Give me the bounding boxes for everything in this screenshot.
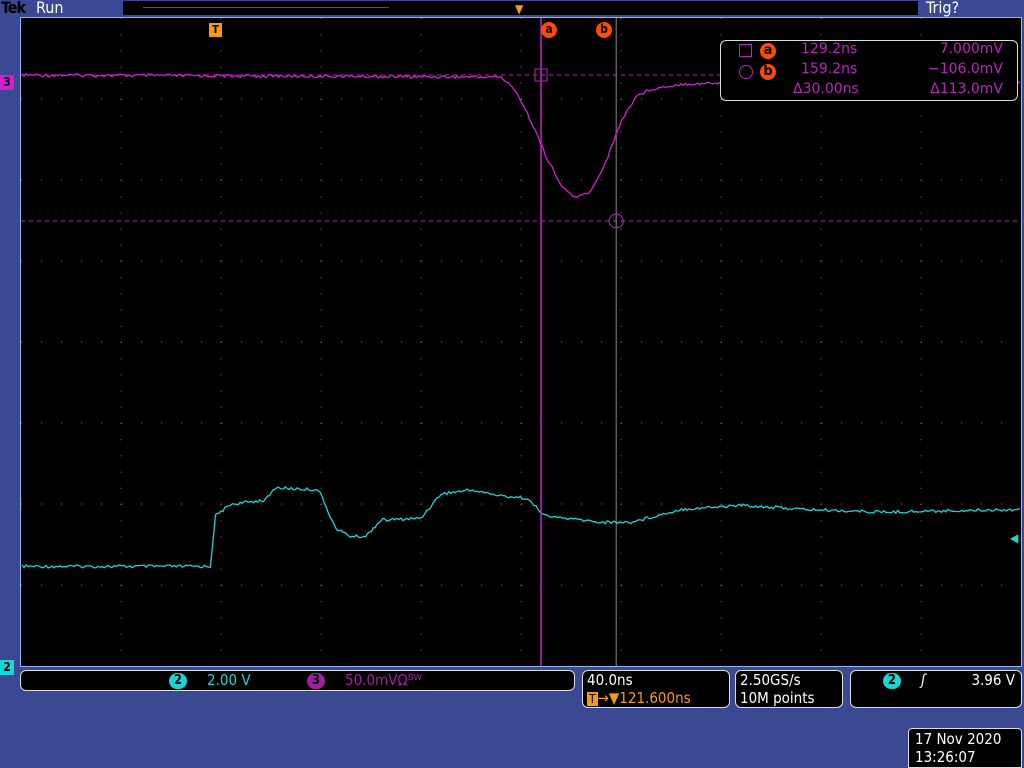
cursor-b-time: 159.2ns: [801, 61, 858, 77]
trigger-level-arrow-icon[interactable]: ◀: [1010, 531, 1019, 545]
circle-cursor-icon: [739, 65, 753, 79]
ch3-badge: 3: [307, 673, 325, 689]
record-overview[interactable]: [123, 1, 918, 15]
brand-logo: Tek: [1, 0, 26, 17]
horizontal-position: T →▼121.600ns: [587, 689, 691, 707]
square-cursor-icon: [739, 44, 752, 57]
cursor-a-value: 7.000mV: [939, 41, 1003, 57]
cursor-delta-value: Δ113.0mV: [930, 81, 1003, 97]
trigger-level: 3.96 V: [971, 671, 1015, 689]
horizontal-scale: 40.0ns: [587, 671, 633, 689]
graticule-plot: [21, 18, 1021, 666]
ch3-ground-marker[interactable]: 3: [0, 75, 14, 90]
cursor-delta-time: Δ30.00ns: [793, 81, 859, 97]
channel-scale-panel[interactable]: 2 2.00 V 3 50.0mVΩᴮᵂ: [20, 670, 575, 691]
cursor-a-icon: a: [759, 43, 777, 59]
time: 13:26:07: [915, 748, 976, 766]
cursor-a-handle[interactable]: a: [541, 22, 557, 38]
ch2-ground-marker[interactable]: 2: [0, 660, 14, 675]
ch3-scale[interactable]: 50.0mVΩᴮᵂ: [345, 671, 422, 689]
rising-edge-icon: ʃ: [921, 671, 926, 689]
trigger-status: Trig?: [926, 0, 960, 17]
ch2-scale[interactable]: 2.00 V: [207, 671, 251, 689]
record-length: 10M points: [740, 689, 815, 707]
cursor-b-handle[interactable]: b: [596, 22, 612, 38]
waveform-display[interactable]: [20, 17, 1022, 667]
acquisition-state[interactable]: Run: [36, 0, 64, 17]
cursor-a-square: [534, 68, 548, 82]
cursor-a-time: 129.2ns: [801, 41, 858, 57]
date: 17 Nov 2020: [915, 730, 1002, 748]
cursor-readout: a 129.2ns 7.000mV b 159.2ns −106.0mV Δ30…: [720, 40, 1018, 101]
trigger-marker[interactable]: T: [209, 23, 222, 37]
record-window: [143, 7, 389, 8]
cursor-b-value: −106.0mV: [927, 61, 1003, 77]
trigger-position-icon[interactable]: ▼: [515, 2, 524, 16]
ch2-badge: 2: [169, 673, 187, 689]
trigger-source-badge: 2: [883, 673, 901, 689]
cursor-b-icon: b: [759, 64, 777, 80]
trigger-panel[interactable]: 2 ʃ 3.96 V: [850, 670, 1022, 708]
trigger-icon: T: [587, 692, 598, 706]
horizontal-panel[interactable]: 40.0ns T →▼121.600ns: [582, 670, 730, 708]
sample-rate: 2.50GS/s: [740, 671, 801, 689]
cursor-b-circle: [608, 213, 624, 229]
ch2-waveform: [21, 485, 1021, 569]
acquisition-panel[interactable]: 2.50GS/s 10M points: [735, 670, 843, 708]
datetime-panel: 17 Nov 2020 13:26:07: [908, 728, 1022, 768]
